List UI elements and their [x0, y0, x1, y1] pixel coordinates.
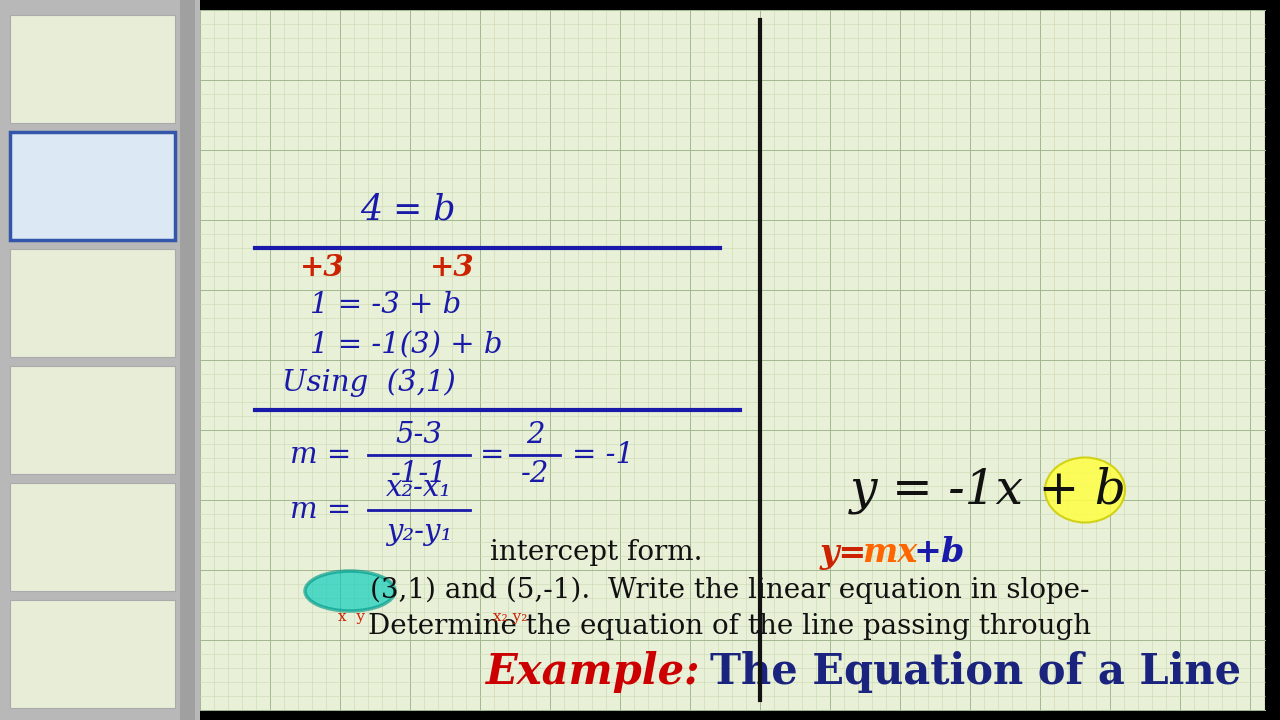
Bar: [10, 483, 175, 591]
Ellipse shape: [305, 571, 396, 611]
Text: -1-1: -1-1: [390, 460, 448, 488]
Text: +3: +3: [300, 253, 344, 282]
Bar: [10, 15, 175, 123]
Text: +3: +3: [430, 253, 475, 282]
Text: y = -1x + b: y = -1x + b: [850, 467, 1126, 514]
Text: 1 = -1(3) + b: 1 = -1(3) + b: [310, 331, 503, 359]
Text: +b: +b: [913, 536, 964, 570]
Bar: [10, 366, 175, 474]
Text: m =: m =: [291, 496, 351, 524]
Text: 4 = b: 4 = b: [360, 193, 456, 227]
Bar: [180, 0, 195, 720]
Bar: [1265, 0, 1280, 720]
Text: -2: -2: [521, 460, 549, 488]
Bar: [10, 249, 175, 357]
Bar: [10, 600, 175, 708]
Text: = -1: = -1: [572, 441, 634, 469]
Text: y=: y=: [820, 536, 868, 570]
Text: 5-3: 5-3: [396, 421, 443, 449]
Text: x  y: x y: [338, 610, 366, 624]
Text: 1 = -3 + b: 1 = -3 + b: [310, 291, 461, 319]
Text: Using  (3,1): Using (3,1): [282, 369, 456, 397]
Bar: [0, 0, 200, 720]
Text: mx: mx: [861, 536, 918, 570]
Text: x₂ y₂: x₂ y₂: [493, 610, 527, 624]
Text: intercept form.: intercept form.: [490, 539, 703, 567]
Text: (3,1) and (5,-1).  Write the linear equation in slope-: (3,1) and (5,-1). Write the linear equat…: [370, 576, 1089, 603]
Bar: [200, 10, 1265, 710]
Text: =: =: [480, 441, 504, 469]
Ellipse shape: [1044, 457, 1125, 523]
Text: x₂-x₁: x₂-x₁: [387, 474, 452, 502]
Text: y₂-y₁: y₂-y₁: [387, 518, 452, 546]
Text: Determine the equation of the line passing through: Determine the equation of the line passi…: [369, 613, 1092, 641]
Text: 2: 2: [526, 421, 544, 449]
Text: The Equation of a Line: The Equation of a Line: [710, 651, 1242, 693]
Bar: [10, 132, 175, 240]
Text: m =: m =: [291, 441, 351, 469]
Text: Example:: Example:: [485, 651, 700, 693]
